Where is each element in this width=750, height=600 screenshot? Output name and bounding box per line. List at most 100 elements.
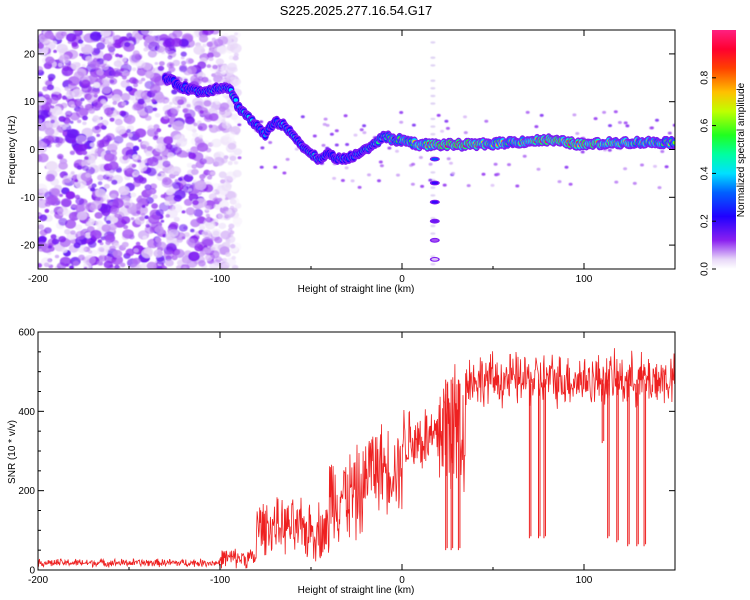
noise-blob <box>170 166 182 176</box>
noise-blob <box>664 165 669 169</box>
ridge-core <box>233 98 238 102</box>
noise-blob <box>186 162 193 168</box>
noise-blob <box>111 255 123 266</box>
noise-blob <box>133 83 139 88</box>
noise-blob <box>48 111 53 116</box>
noise-blob <box>85 56 93 62</box>
noise-blob <box>198 260 206 267</box>
noise-blob <box>122 70 130 77</box>
noise-blob <box>115 167 123 173</box>
noise-blob <box>149 84 161 94</box>
noise-blob <box>49 96 59 105</box>
noise-blob <box>193 30 198 34</box>
noise-blob <box>176 265 182 269</box>
noise-blob <box>156 257 166 265</box>
noise-blob <box>182 108 189 113</box>
noise-blob <box>490 183 495 187</box>
noise-blob <box>69 120 74 124</box>
noise-blob <box>225 252 231 257</box>
noise-blob <box>115 125 126 135</box>
noise-blob <box>183 198 193 206</box>
noise-blob <box>208 205 212 209</box>
noise-blob <box>173 216 180 222</box>
colorbar: 0.0 0.2 0.4 0.6 0.8 Normalized spectral ampl… <box>700 30 747 276</box>
noise-blob <box>201 229 212 238</box>
column-blob <box>430 56 436 59</box>
noise-blob <box>123 225 129 230</box>
noise-blob <box>64 86 70 91</box>
noise-blob <box>172 146 183 155</box>
noise-blob <box>613 110 618 114</box>
x-tick-label: 100 <box>576 274 593 285</box>
column-blob <box>430 94 436 98</box>
noise-blob <box>192 97 204 107</box>
noise-blob <box>60 31 67 37</box>
noise-blob <box>140 30 153 36</box>
noise-blob <box>54 254 60 259</box>
noise-blob <box>199 34 209 43</box>
mirror-blob-core <box>431 219 439 223</box>
noise-blob <box>135 128 147 138</box>
noise-blob <box>88 108 95 114</box>
noise-blob <box>334 129 339 133</box>
noise-blob <box>56 109 63 115</box>
noise-blob <box>51 86 62 95</box>
noise-blob <box>38 66 44 73</box>
noise-blob <box>117 197 123 203</box>
noise-blob <box>166 188 174 196</box>
noise-blob <box>101 209 111 217</box>
noise-blob <box>378 160 383 164</box>
noise-blob <box>260 146 265 150</box>
noise-blob <box>201 236 214 247</box>
colorbar-tick-label: 0.0 <box>700 262 711 276</box>
noise-blob <box>167 55 173 60</box>
noise-blob <box>138 139 142 143</box>
noise-blob <box>399 111 404 114</box>
noise-blob <box>118 54 123 58</box>
noise-blob <box>121 241 129 248</box>
noise-blob <box>43 135 55 145</box>
noise-blob <box>350 179 355 183</box>
noise-blob <box>57 207 67 216</box>
noise-blob <box>96 260 103 266</box>
noise-blob <box>572 113 577 117</box>
noise-blob <box>101 224 111 233</box>
noise-blob <box>120 80 130 88</box>
noise-blob <box>55 143 61 148</box>
column-blob <box>430 102 436 105</box>
chart-title: S225.2025.277.16.54.G17 <box>280 3 433 18</box>
noise-blob <box>133 248 139 253</box>
noise-blob <box>111 179 118 185</box>
noise-blob <box>180 51 187 57</box>
noise-blob <box>205 213 210 218</box>
noise-blob <box>88 185 93 189</box>
noise-blob <box>132 180 141 187</box>
noise-blob <box>539 113 544 117</box>
noise-blob <box>202 30 214 36</box>
noise-blob <box>343 114 348 118</box>
noise-blob <box>428 178 433 182</box>
noise-blob <box>181 60 187 66</box>
noise-blob <box>111 217 119 223</box>
noise-blob <box>653 164 657 168</box>
noise-blob <box>38 199 48 209</box>
noise-blob <box>121 146 134 157</box>
noise-blob <box>47 245 53 249</box>
noise-blob <box>212 64 218 70</box>
noise-blob <box>221 182 232 192</box>
noise-blob <box>156 128 162 133</box>
noise-blob <box>411 123 416 127</box>
noise-blob <box>132 145 140 151</box>
noise-blob <box>614 180 619 184</box>
noise-blob <box>617 121 622 124</box>
noise-blob <box>139 216 145 222</box>
noise-blob <box>484 119 489 123</box>
noise-blob <box>146 156 159 167</box>
noise-blob <box>232 79 241 86</box>
noise-blob <box>40 257 52 267</box>
noise-blob <box>73 162 80 168</box>
noise-blob <box>91 115 102 124</box>
noise-blob <box>145 70 155 79</box>
noise-blob <box>155 93 166 103</box>
